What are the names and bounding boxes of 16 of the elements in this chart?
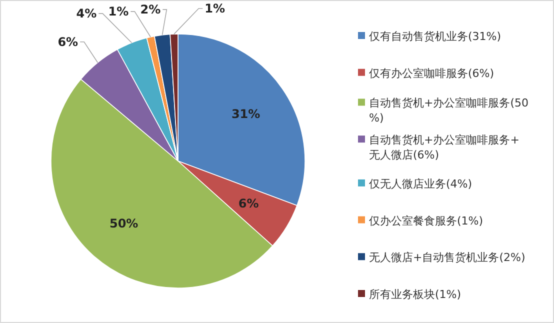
data-label: 1% xyxy=(108,4,129,19)
legend-item: 仅无人微店业务(4%) xyxy=(358,177,472,190)
data-label: 1% xyxy=(204,1,226,16)
data-label: 2% xyxy=(140,2,161,17)
data-label: 31% xyxy=(231,106,260,121)
legend-item: 自动售货机+办公室咖啡服务(50%) xyxy=(358,96,529,125)
legend-item: 无人微店+自动售货机业务(2%) xyxy=(358,251,526,264)
legend-item: 仅有办公室咖啡服务(6%) xyxy=(358,66,494,80)
data-label: 50% xyxy=(109,216,138,230)
data-label: 6% xyxy=(58,34,78,49)
legend-item: 自动售货机+办公室咖啡服务+无人微店(6%) xyxy=(358,134,520,162)
legend-item: 仅办公室餐食服务(1%) xyxy=(358,214,484,228)
legend-item: 仅有自动售货机业务(31%) xyxy=(358,30,502,43)
data-label: 4% xyxy=(76,6,97,21)
legend-item: 所有业务板块(1%) xyxy=(358,288,462,301)
data-label: 6% xyxy=(238,196,259,211)
